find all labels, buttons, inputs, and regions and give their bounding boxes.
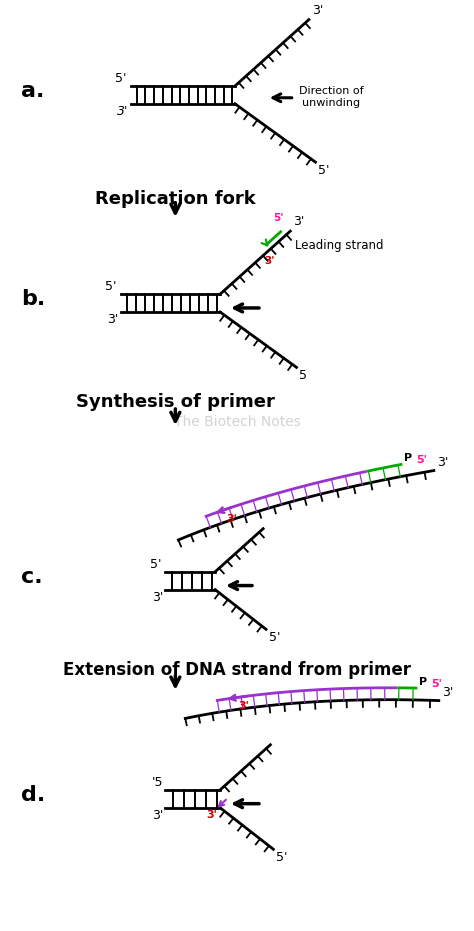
Text: '5: '5 bbox=[152, 776, 164, 789]
Text: 5': 5' bbox=[105, 280, 117, 293]
Text: 5': 5' bbox=[150, 558, 162, 571]
Text: Leading strand: Leading strand bbox=[295, 239, 384, 252]
Text: 3': 3' bbox=[107, 313, 118, 326]
Text: 5': 5' bbox=[269, 631, 281, 644]
Text: 3': 3' bbox=[264, 256, 275, 266]
Text: 5': 5' bbox=[319, 164, 330, 177]
Text: 3': 3' bbox=[227, 514, 237, 523]
Text: The Biotech Notes: The Biotech Notes bbox=[173, 415, 301, 429]
Text: Replication fork: Replication fork bbox=[95, 190, 256, 208]
Text: c.: c. bbox=[21, 567, 43, 587]
Text: 5: 5 bbox=[300, 370, 308, 383]
Text: 3': 3' bbox=[207, 810, 218, 819]
Text: d.: d. bbox=[21, 785, 46, 804]
Text: 3': 3' bbox=[238, 701, 249, 711]
Text: 5': 5' bbox=[273, 213, 284, 223]
Text: 3': 3' bbox=[442, 685, 453, 698]
Text: 3': 3' bbox=[152, 590, 164, 603]
Text: 3': 3' bbox=[437, 455, 448, 468]
Text: Direction of
unwinding: Direction of unwinding bbox=[299, 86, 363, 108]
Text: 3': 3' bbox=[117, 105, 128, 118]
Text: a.: a. bbox=[21, 81, 45, 101]
Text: 5': 5' bbox=[431, 679, 442, 689]
Text: 3': 3' bbox=[312, 4, 323, 17]
Text: 5': 5' bbox=[115, 72, 127, 85]
Text: P: P bbox=[419, 677, 427, 687]
Text: P: P bbox=[404, 453, 412, 464]
Text: Extension of DNA strand from primer: Extension of DNA strand from primer bbox=[63, 661, 411, 679]
Text: Synthesis of primer: Synthesis of primer bbox=[76, 393, 275, 412]
Text: 3': 3' bbox=[152, 809, 164, 822]
Text: 5': 5' bbox=[276, 851, 288, 864]
Text: 3': 3' bbox=[293, 215, 305, 228]
Text: b.: b. bbox=[21, 289, 46, 309]
Text: 5': 5' bbox=[416, 455, 427, 466]
